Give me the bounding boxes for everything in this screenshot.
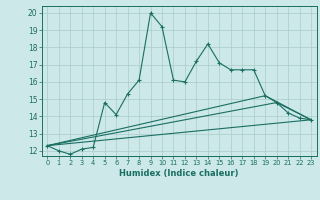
X-axis label: Humidex (Indice chaleur): Humidex (Indice chaleur) [119,169,239,178]
